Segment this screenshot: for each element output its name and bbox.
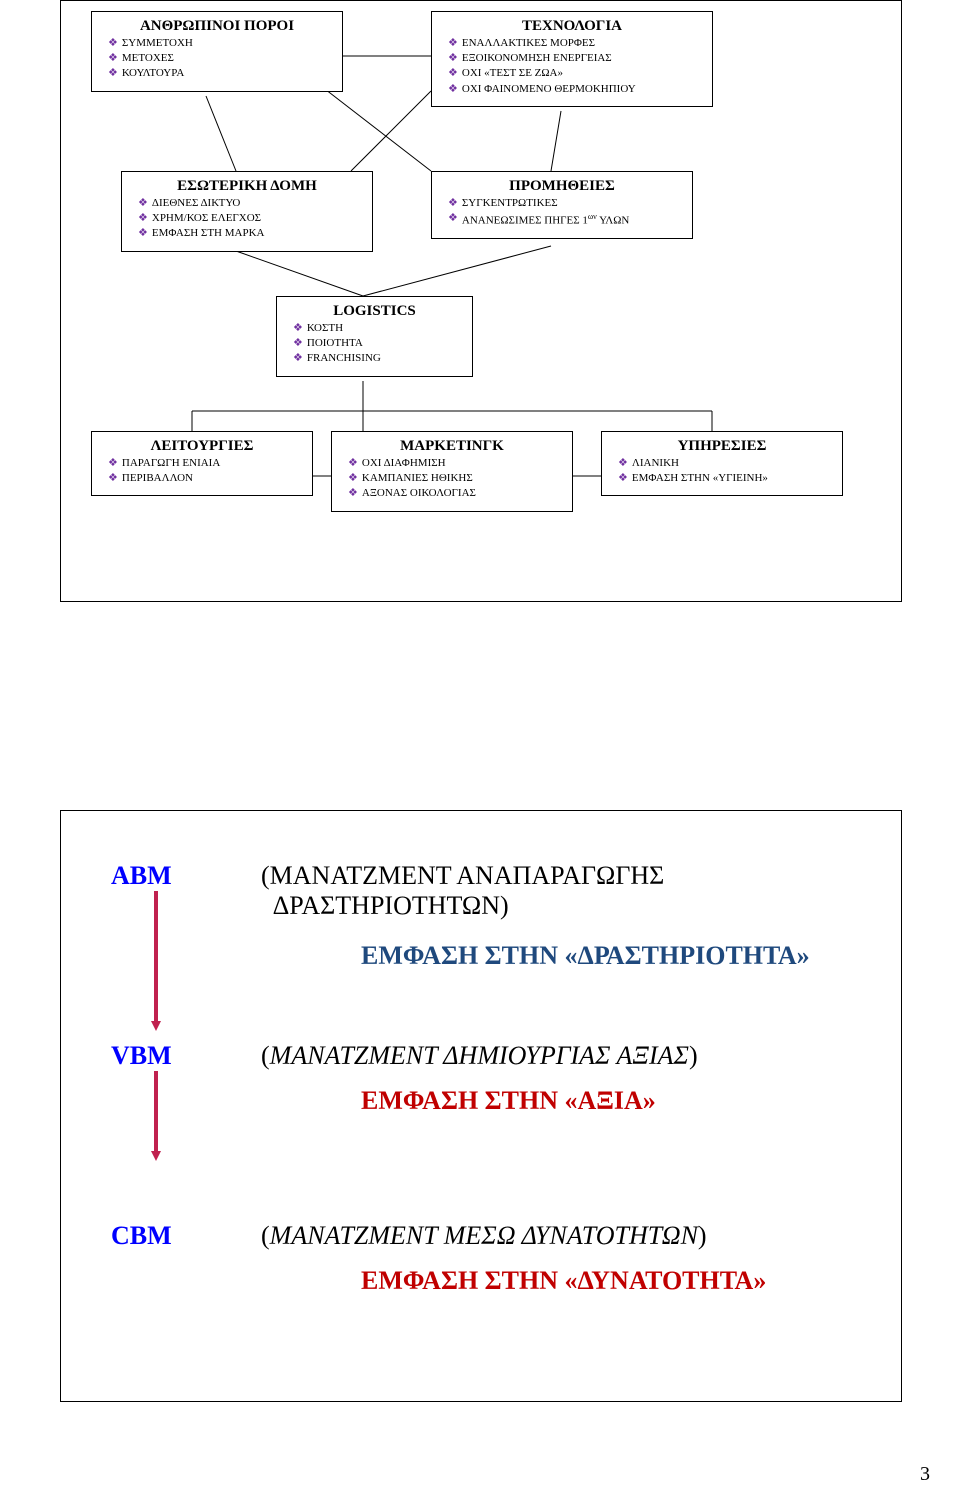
box-title: ΥΠΗΡΕΣΙΕΣ: [612, 438, 832, 455]
box-title: ΑΝΘΡΩΠΙΝΟΙ ΠΟΡΟΙ: [102, 18, 332, 35]
diamond-bullet-icon: ❖: [448, 67, 458, 80]
diamond-bullet-icon: ❖: [108, 52, 118, 65]
diamond-bullet-icon: ❖: [138, 227, 148, 240]
box-tech: ΤΕΧΝΟΛΟΓΙΑ ❖ ΕΝΑΛΛΑΚΤΙΚΕΣ ΜΟΡΦΕΣ ❖ ΕΞΟΙΚΟΝΟΜ…: [431, 11, 713, 107]
diamond-bullet-icon: ❖: [348, 472, 358, 485]
box-item: ❖ ΕΜΦΑΣΗ ΣΤΗΝ «ΥΓΙΕΙΝΗ»: [618, 472, 832, 485]
diamond-bullet-icon: ❖: [293, 337, 303, 350]
diamond-bullet-icon: ❖: [448, 197, 458, 210]
box-title: ΛΕΙΤΟΥΡΓΙΕΣ: [102, 438, 302, 455]
diamond-bullet-icon: ❖: [348, 457, 358, 470]
item-text: ΣΥΜΜΕΤΟΧΗ: [122, 37, 193, 50]
diamond-bullet-icon: ❖: [108, 472, 118, 485]
management-models: ABM (ΜΑΝΑΤΖΜΕΝΤ ΑΝΑΠΑΡΑΓΩΓΗΣ ΔΡΑΣΤΗΡΙΟΤΗΤ…: [60, 810, 902, 1402]
diamond-bullet-icon: ❖: [108, 67, 118, 80]
page: ΑΝΘΡΩΠΙΝΟΙ ΠΟΡΟΙ ❖ ΣΥΜΜΕΤΟΧΗ ❖ ΜΕΤΟΧΕΣ ❖ ΚΟΥΛΤ…: [0, 0, 960, 1501]
item-text: ΠΑΡΑΓΩΓΗ ΕΝΙΑΙΑ: [122, 457, 220, 470]
box-item: ❖ ΕΝΑΛΛΑΚΤΙΚΕΣ ΜΟΡΦΕΣ: [448, 37, 702, 50]
mgmt-title: (ΜΑΝΑΤΖΜΕΝΤ ΔΗΜΙΟΥΡΓΙΑΣ ΑΞΙΑΣ): [261, 1041, 698, 1071]
box-item: ❖ ΠΟΙΟΤΗΤΑ: [293, 337, 462, 350]
box-title: ΠΡΟΜΗΘΕΙΕΣ: [442, 178, 682, 195]
item-text: ΕΜΦΑΣΗ ΣΤΗΝ «ΥΓΙΕΙΝΗ»: [632, 472, 768, 485]
box-item: ❖ ΣΥΓΚΕΝΤΡΩΤΙΚΕΣ: [448, 197, 682, 210]
mgmt-title: (ΜΑΝΑΤΖΜΕΝΤ ΑΝΑΠΑΡΑΓΩΓΗΣ ΔΡΑΣΤΗΡΙΟΤΗΤΩΝ): [261, 861, 664, 921]
item-text: ΚΟΥΛΤΟΥΡΑ: [122, 67, 184, 80]
box-item: ❖ ΠΕΡΙΒΑΛΛΟΝ: [108, 472, 302, 485]
item-text: ΜΕΤΟΧΕΣ: [122, 52, 174, 65]
item-text: ΣΥΓΚΕΝΤΡΩΤΙΚΕΣ: [462, 197, 558, 210]
box-item: ❖ ΚΟΣΤΗ: [293, 322, 462, 335]
box-mkt: ΜΑΡΚΕΤΙΝΓΚ ❖ ΟΧΙ ΔΙΑΦΗΜΙΣΗ ❖ ΚΑΜΠΑΝΙΕΣ ΗΘΙΚΗ…: [331, 431, 573, 512]
page-number: 3: [920, 1463, 930, 1486]
item-text: FRANCHISING: [307, 352, 381, 365]
diamond-bullet-icon: ❖: [108, 37, 118, 50]
item-text: ΟΧΙ ΔΙΑΦΗΜΙΣΗ: [362, 457, 446, 470]
box-item: ❖ ΑΞΟΝΑΣ ΟΙΚΟΛΟΓΙΑΣ: [348, 487, 562, 500]
mgmt-title: (ΜΑΝΑΤΖΜΕΝΤ ΜΕΣΩ ΔΥΝΑΤΟΤΗΤΩΝ): [261, 1221, 707, 1251]
box-ops: ΛΕΙΤΟΥΡΓΙΕΣ ❖ ΠΑΡΑΓΩΓΗ ΕΝΙΑΙΑ ❖ ΠΕΡΙΒΑΛΛΟΝ: [91, 431, 313, 496]
box-item: ❖ ΧΡΗΜ/ΚΟΣ ΕΛΕΓΧΟΣ: [138, 212, 362, 225]
box-supply: ΠΡΟΜΗΘΕΙΕΣ ❖ ΣΥΓΚΕΝΤΡΩΤΙΚΕΣ ❖ ΑΝΑΝΕΩΣΙΜΕΣ ΠΗ…: [431, 171, 693, 239]
box-item: ❖ ΣΥΜΜΕΤΟΧΗ: [108, 37, 332, 50]
item-text: ΚΟΣΤΗ: [307, 322, 343, 335]
box-item: ❖ ΚΟΥΛΤΟΥΡΑ: [108, 67, 332, 80]
box-title: ΜΑΡΚΕΤΙΝΓΚ: [342, 438, 562, 455]
value-chain-diagram: ΑΝΘΡΩΠΙΝΟΙ ΠΟΡΟΙ ❖ ΣΥΜΜΕΤΟΧΗ ❖ ΜΕΤΟΧΕΣ ❖ ΚΟΥΛΤ…: [60, 0, 902, 602]
box-item: ❖ ΚΑΜΠΑΝΙΕΣ ΗΘΙΚΗΣ: [348, 472, 562, 485]
acronym-abm: ABM: [111, 861, 172, 891]
item-text: ΚΑΜΠΑΝΙΕΣ ΗΘΙΚΗΣ: [362, 472, 473, 485]
mgmt-emphasis: ΕΜΦΑΣΗ ΣΤΗΝ «ΔΥΝΑΤΟΤΗΤΑ»: [361, 1266, 766, 1296]
diamond-bullet-icon: ❖: [618, 472, 628, 485]
item-text: ΧΡΗΜ/ΚΟΣ ΕΛΕΓΧΟΣ: [152, 212, 261, 225]
box-title: ΕΣΩΤΕΡΙΚΗ ΔΟΜΗ: [132, 178, 362, 195]
mgmt-emphasis: ΕΜΦΑΣΗ ΣΤΗΝ «ΔΡΑΣΤΗΡΙΟΤΗΤΑ»: [361, 941, 810, 971]
diamond-bullet-icon: ❖: [448, 212, 458, 225]
diamond-bullet-icon: ❖: [448, 52, 458, 65]
box-hr: ΑΝΘΡΩΠΙΝΟΙ ΠΟΡΟΙ ❖ ΣΥΜΜΕΤΟΧΗ ❖ ΜΕΤΟΧΕΣ ❖ ΚΟΥΛΤ…: [91, 11, 343, 92]
mgmt-emphasis: ΕΜΦΑΣΗ ΣΤΗΝ «ΑΞΙΑ»: [361, 1086, 656, 1116]
diamond-bullet-icon: ❖: [108, 457, 118, 470]
diamond-bullet-icon: ❖: [293, 352, 303, 365]
box-item: ❖ ΛΙΑΝΙΚΗ: [618, 457, 832, 470]
acronym-vbm: VBM: [111, 1041, 172, 1071]
diamond-bullet-icon: ❖: [448, 83, 458, 96]
item-text: ΕΞΟΙΚΟΝΟΜΗΣΗ ΕΝΕΡΓΕΙΑΣ: [462, 52, 612, 65]
item-text: ΑΞΟΝΑΣ ΟΙΚΟΛΟΓΙΑΣ: [362, 487, 476, 500]
diamond-bullet-icon: ❖: [448, 37, 458, 50]
item-text: ΠΟΙΟΤΗΤΑ: [307, 337, 363, 350]
item-text: ΕΜΦΑΣΗ ΣΤΗ ΜΑΡΚΑ: [152, 227, 265, 240]
box-item: ❖ ΠΑΡΑΓΩΓΗ ΕΝΙΑΙΑ: [108, 457, 302, 470]
box-title: ΤΕΧΝΟΛΟΓΙΑ: [442, 18, 702, 35]
box-title: LOGISTICS: [287, 303, 462, 320]
down-arrow-icon: [151, 891, 157, 1031]
item-text: ΕΝΑΛΛΑΚΤΙΚΕΣ ΜΟΡΦΕΣ: [462, 37, 595, 50]
box-item: ❖ ΕΞΟΙΚΟΝΟΜΗΣΗ ΕΝΕΡΓΕΙΑΣ: [448, 52, 702, 65]
box-item: ❖ ΕΜΦΑΣΗ ΣΤΗ ΜΑΡΚΑ: [138, 227, 362, 240]
item-text: ΠΕΡΙΒΑΛΛΟΝ: [122, 472, 193, 485]
diamond-bullet-icon: ❖: [138, 197, 148, 210]
item-text: ΛΙΑΝΙΚΗ: [632, 457, 679, 470]
diamond-bullet-icon: ❖: [138, 212, 148, 225]
acronym-cbm: CBM: [111, 1221, 172, 1251]
item-text: ΔΙΕΘΝΕΣ ΔΙΚΤΥΟ: [152, 197, 240, 210]
box-item: ❖ ΟΧΙ ΔΙΑΦΗΜΙΣΗ: [348, 457, 562, 470]
item-text: ΟΧΙ ΦΑΙΝΟΜΕΝΟ ΘΕΡΜΟΚΗΠΙΟΥ: [462, 83, 636, 96]
box-serv: ΥΠΗΡΕΣΙΕΣ ❖ ΛΙΑΝΙΚΗ ❖ ΕΜΦΑΣΗ ΣΤΗΝ «ΥΓΙΕΙΝΗ»: [601, 431, 843, 496]
box-item: ❖ FRANCHISING: [293, 352, 462, 365]
box-item: ❖ ΜΕΤΟΧΕΣ: [108, 52, 332, 65]
box-struct: ΕΣΩΤΕΡΙΚΗ ΔΟΜΗ ❖ ΔΙΕΘΝΕΣ ΔΙΚΤΥΟ ❖ ΧΡΗΜ/ΚΟΣ Ε…: [121, 171, 373, 252]
box-item: ❖ ΔΙΕΘΝΕΣ ΔΙΚΤΥΟ: [138, 197, 362, 210]
box-item: ❖ ΟΧΙ «ΤΕΣΤ ΣΕ ΖΩΑ»: [448, 67, 702, 80]
diamond-bullet-icon: ❖: [348, 487, 358, 500]
diamond-bullet-icon: ❖: [618, 457, 628, 470]
box-logi: LOGISTICS ❖ ΚΟΣΤΗ ❖ ΠΟΙΟΤΗΤΑ ❖ FRANCHISING: [276, 296, 473, 377]
diamond-bullet-icon: ❖: [293, 322, 303, 335]
item-text: ΑΝΑΝΕΩΣΙΜΕΣ ΠΗΓΕΣ 1ων ΥΛΩΝ: [462, 212, 629, 228]
down-arrow-icon: [151, 1071, 157, 1161]
box-item: ❖ ΟΧΙ ΦΑΙΝΟΜΕΝΟ ΘΕΡΜΟΚΗΠΙΟΥ: [448, 83, 702, 96]
item-text: ΟΧΙ «ΤΕΣΤ ΣΕ ΖΩΑ»: [462, 67, 563, 80]
box-item: ❖ ΑΝΑΝΕΩΣΙΜΕΣ ΠΗΓΕΣ 1ων ΥΛΩΝ: [448, 212, 682, 228]
